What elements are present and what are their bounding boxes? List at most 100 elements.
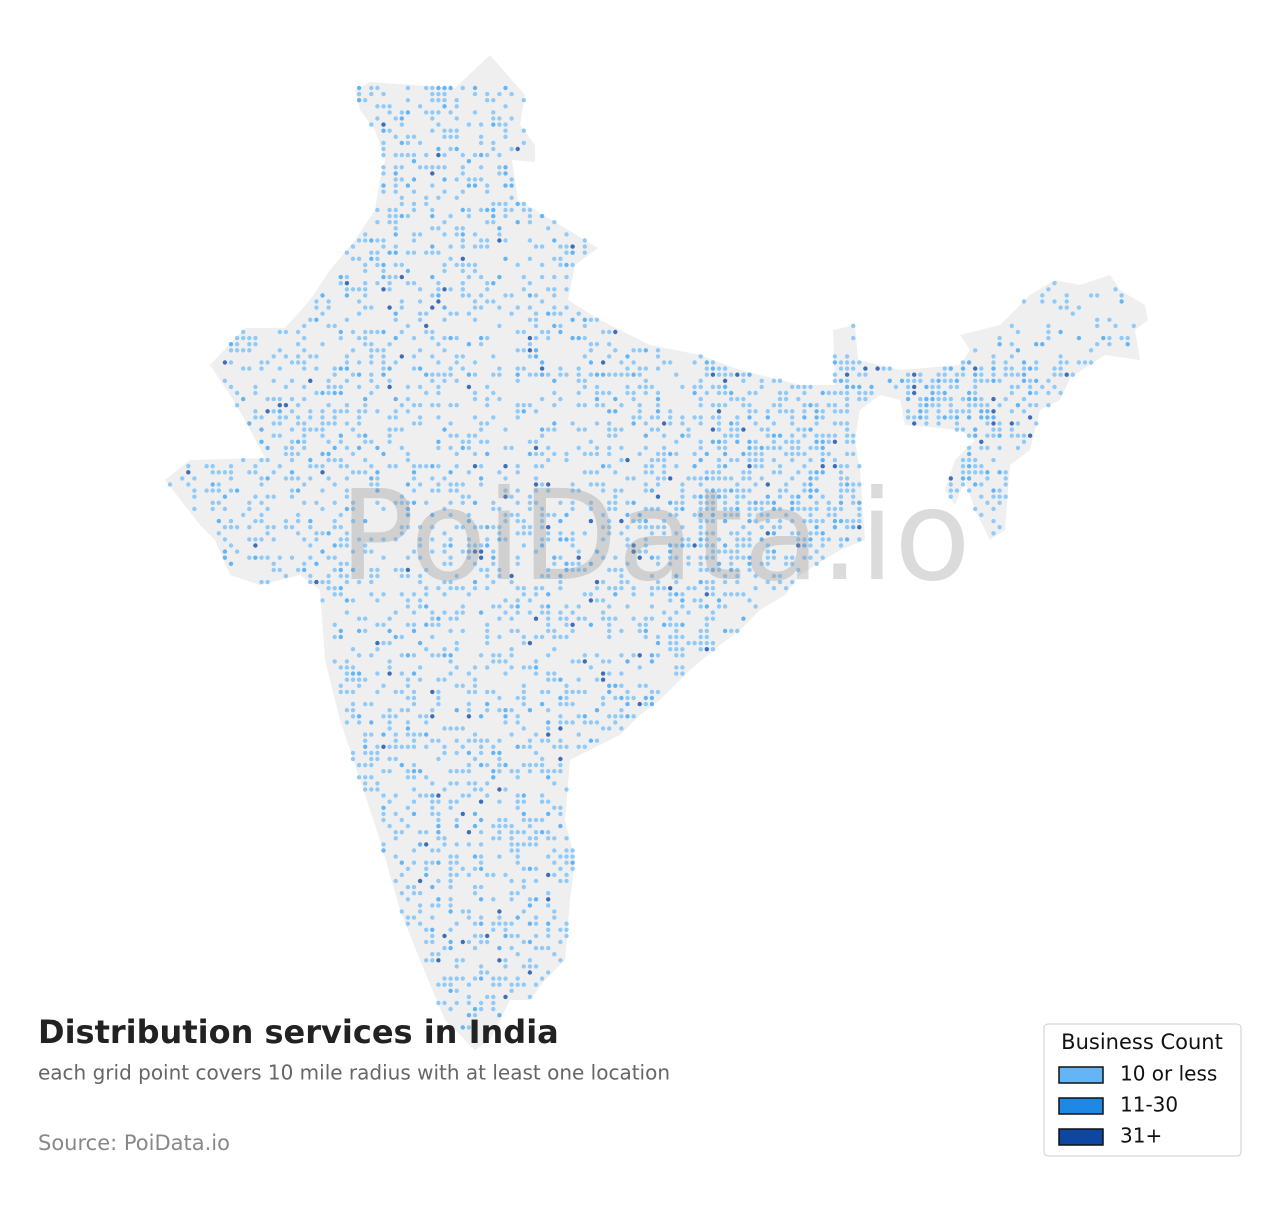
grid-point <box>338 384 343 390</box>
grid-point <box>448 945 453 951</box>
grid-point <box>533 323 539 329</box>
grid-point <box>533 616 539 621</box>
grid-point <box>539 610 545 615</box>
grid-point <box>710 567 716 573</box>
grid-point <box>430 354 435 359</box>
grid-point <box>558 573 563 579</box>
grid-point <box>564 860 569 865</box>
grid-point <box>424 866 429 871</box>
grid-point <box>436 756 441 762</box>
grid-point <box>570 720 575 725</box>
grid-point <box>375 787 380 792</box>
grid-point <box>460 628 465 634</box>
grid-point <box>283 403 289 408</box>
grid-point <box>802 384 807 390</box>
grid-point <box>716 494 722 499</box>
grid-point <box>454 738 459 743</box>
grid-point <box>735 592 740 597</box>
grid-point <box>942 415 947 420</box>
grid-point <box>448 781 453 786</box>
grid-point <box>979 409 984 414</box>
grid-point <box>960 464 966 469</box>
grid-point <box>716 604 722 609</box>
grid-point <box>564 305 569 310</box>
grid-point <box>344 403 350 408</box>
grid-point <box>521 518 526 524</box>
grid-point <box>356 421 362 426</box>
grid-point <box>350 506 356 512</box>
grid-point <box>259 476 264 481</box>
grid-point <box>460 939 465 945</box>
grid-point <box>472 823 478 829</box>
grid-point <box>515 500 520 505</box>
grid-point <box>747 476 752 481</box>
grid-point <box>314 579 319 585</box>
grid-point <box>698 439 703 444</box>
grid-point <box>424 500 429 505</box>
title: Distribution services in India <box>38 1013 559 1051</box>
grid-point <box>631 543 636 548</box>
grid-point <box>478 653 484 658</box>
grid-point <box>369 256 374 261</box>
grid-point <box>369 579 374 585</box>
grid-point <box>472 689 478 695</box>
grid-point <box>564 561 569 566</box>
grid-point <box>1113 287 1118 292</box>
grid-point <box>832 360 838 365</box>
grid-point <box>417 878 423 884</box>
grid-point <box>552 451 557 457</box>
grid-point <box>332 634 337 640</box>
grid-point <box>326 378 331 383</box>
grid-point <box>1003 494 1008 499</box>
grid-point <box>777 445 783 451</box>
grid-point <box>356 537 362 542</box>
grid-point <box>448 628 453 634</box>
grid-point <box>515 775 520 780</box>
grid-point <box>564 854 569 859</box>
grid-point <box>393 756 398 762</box>
grid-point <box>375 220 380 225</box>
grid-point <box>454 311 459 316</box>
grid-point <box>271 537 276 542</box>
grid-point <box>387 823 392 829</box>
grid-point <box>857 360 862 365</box>
grid-point <box>600 695 606 701</box>
grid-point <box>808 476 813 481</box>
grid-point <box>405 525 411 530</box>
grid-point <box>668 598 673 603</box>
grid-point <box>478 342 484 347</box>
grid-point <box>533 348 539 353</box>
grid-point <box>320 415 325 420</box>
grid-point <box>515 512 520 518</box>
grid-point <box>430 165 435 170</box>
grid-point <box>478 567 484 573</box>
grid-point <box>454 817 459 823</box>
grid-point <box>326 439 331 444</box>
grid-point <box>741 543 746 548</box>
grid-point <box>241 512 246 518</box>
grid-point <box>710 647 716 652</box>
grid-point <box>503 207 508 213</box>
grid-point <box>668 592 673 597</box>
grid-point <box>582 335 587 341</box>
grid-point <box>405 866 411 871</box>
grid-point <box>594 598 600 603</box>
grid-point <box>466 909 472 914</box>
grid-point <box>478 921 484 926</box>
grid-point <box>375 329 380 335</box>
grid-point <box>271 354 276 359</box>
grid-point <box>442 976 447 981</box>
grid-point <box>546 927 551 932</box>
grid-point <box>539 830 545 835</box>
grid-point <box>552 323 557 329</box>
grid-point <box>655 476 661 481</box>
grid-point <box>448 537 453 542</box>
grid-points <box>167 85 1137 1030</box>
grid-point <box>564 604 569 609</box>
grid-point <box>491 976 496 981</box>
grid-point <box>405 213 411 219</box>
grid-point <box>753 409 758 414</box>
grid-point <box>796 445 801 451</box>
grid-point <box>460 909 465 914</box>
grid-point <box>668 549 673 554</box>
